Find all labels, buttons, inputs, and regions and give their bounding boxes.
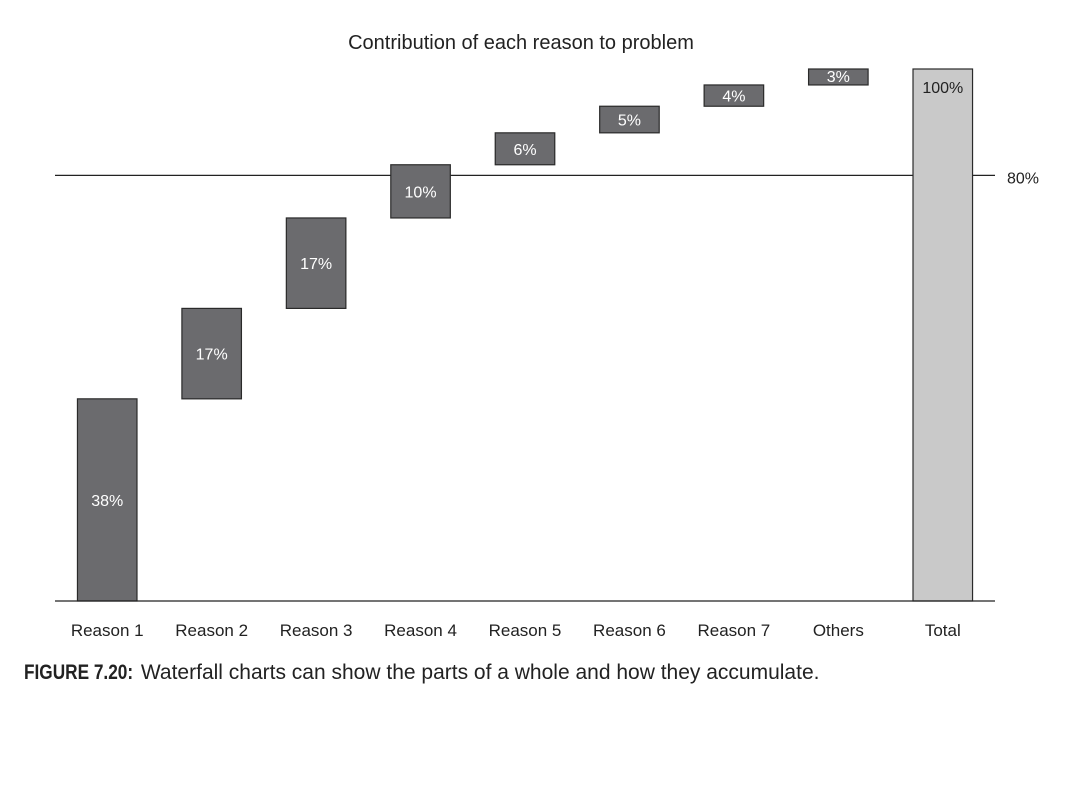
x-tick-label-reason-6: Reason 6 — [593, 621, 666, 640]
bar-label-reason-2: 17% — [196, 347, 228, 364]
x-tick-label-reason-3: Reason 3 — [280, 621, 353, 640]
bar-reason-7 — [703, 84, 765, 107]
reference-line-label: 80% — [1007, 170, 1039, 187]
x-tick-label-reason-1: Reason 1 — [71, 621, 144, 640]
bar-label-others: 3% — [827, 69, 850, 86]
bar-label-total: 100% — [922, 80, 963, 97]
bar-label-reason-4: 10% — [405, 184, 437, 201]
figure-caption: FIGURE 7.20: Waterfall charts can show t… — [24, 661, 819, 685]
x-tick-label-reason-7: Reason 7 — [697, 621, 770, 640]
bar-reason-6 — [599, 105, 660, 134]
bar-reason-5 — [494, 132, 556, 166]
x-tick-label-reason-4: Reason 4 — [384, 621, 457, 640]
bar-reason-4 — [390, 164, 451, 219]
bar-others — [807, 68, 869, 86]
figure-caption-label: FIGURE 7.20: — [24, 661, 134, 684]
bar-labels-layer: 38% 17% 17% 10% 6% 5% 4% 3% 100% — [91, 69, 963, 510]
bar-reason-3 — [285, 217, 347, 310]
bar-label-reason-6: 5% — [618, 113, 641, 130]
figure-caption-text: Waterfall charts can show the parts of a… — [135, 661, 820, 684]
bar-label-reason-7: 4% — [722, 89, 745, 106]
bars-layer — [76, 68, 974, 602]
bar-label-reason-1: 38% — [91, 493, 123, 510]
bar-label-reason-3: 17% — [300, 256, 332, 273]
x-tick-labels: Reason 1 Reason 2 Reason 3 Reason 4 Reason 5… — [71, 621, 961, 640]
x-tick-label-others: Others — [813, 621, 864, 640]
bar-label-reason-5: 6% — [513, 142, 536, 159]
x-tick-label-reason-5: Reason 5 — [489, 621, 562, 640]
bar-total — [912, 68, 974, 602]
waterfall-chart: Contribution of each reason to problem 8… — [55, 32, 1039, 640]
x-tick-label-total: Total — [925, 621, 961, 640]
bar-reason-2 — [181, 307, 243, 400]
chart-title: Contribution of each reason to problem — [348, 32, 694, 54]
x-tick-label-reason-2: Reason 2 — [175, 621, 248, 640]
